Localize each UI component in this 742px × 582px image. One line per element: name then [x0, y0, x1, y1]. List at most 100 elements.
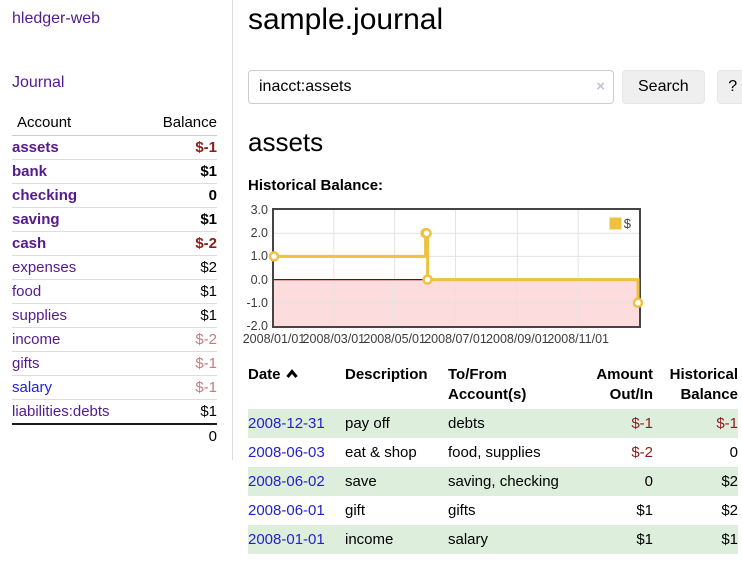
account-link[interactable]: food: [12, 283, 42, 300]
transaction-accounts: saving, checking: [448, 473, 559, 490]
account-row: expenses $2: [12, 256, 217, 280]
transaction-row: 2008-06-01 gift gifts $1 $2: [248, 496, 738, 525]
account-balance: 0: [208, 187, 217, 204]
account-link[interactable]: supplies: [12, 307, 68, 324]
transaction-row: 2008-12-31 pay off debts $-1 $-1: [248, 409, 738, 438]
transaction-accounts: food, supplies: [448, 444, 541, 461]
account-link[interactable]: gifts: [12, 355, 40, 372]
account-row: supplies $1: [12, 304, 217, 328]
account-row: bank $1: [12, 160, 217, 184]
y-axis-tick-label: 1.0: [250, 249, 268, 264]
account-link[interactable]: expenses: [12, 259, 77, 276]
search-bar: × Search ?: [248, 70, 742, 104]
account-row: gifts $-1: [12, 352, 217, 376]
account-link[interactable]: liabilities:debts: [12, 403, 110, 420]
chart-canvas: [268, 210, 644, 326]
transaction-description: gift: [345, 502, 366, 519]
account-balance: $1: [200, 163, 217, 180]
help-button[interactable]: ?: [716, 70, 742, 104]
account-row: cash $-2: [12, 232, 217, 256]
transaction-balance: $2: [721, 502, 738, 519]
y-axis-tick-label: 3.0: [250, 203, 268, 217]
sidebar-item-journal[interactable]: Journal: [12, 74, 65, 91]
historical-balance-chart: $ 3.0 2.0 1.0 0.0 -1.0 -2.0 2008/01/01 2008/03/…: [243, 203, 742, 346]
chart-plot-area: $: [268, 208, 644, 328]
col-header-description: Description: [345, 366, 428, 383]
col-header-date[interactable]: Date: [248, 363, 345, 409]
account-link[interactable]: income: [12, 331, 61, 348]
sidebar: hledger-web Journal Account Balance asse…: [0, 0, 233, 460]
transaction-balance: $-1: [716, 415, 738, 432]
account-balance: $1: [200, 307, 217, 324]
transactions-header-row: Date Description To/From Account(s) Amou…: [248, 363, 738, 409]
transaction-accounts: salary: [448, 531, 489, 548]
accounts-total-row: 0: [12, 424, 217, 448]
accounts-header-balance: Balance: [162, 114, 217, 131]
y-axis-tick-label: -2.0: [246, 319, 268, 333]
transaction-date-link[interactable]: 2008-06-02: [248, 473, 325, 490]
account-balance: $-2: [195, 235, 217, 252]
account-balance: $-1: [195, 355, 217, 372]
transaction-amount: $1: [636, 502, 653, 519]
main-content: sample.journal × Search ? assets Histori…: [233, 0, 742, 554]
account-row: liabilities:debts $1: [12, 400, 217, 425]
account-balance: $-1: [195, 139, 217, 156]
legend-swatch-icon: [608, 217, 622, 230]
chart-title: Historical Balance:: [248, 177, 384, 194]
accounts-total-balance: 0: [208, 428, 217, 445]
y-axis-tick-label: 0.0: [250, 272, 268, 287]
account-link[interactable]: checking: [12, 187, 78, 204]
search-input[interactable]: [248, 70, 614, 104]
transaction-description: income: [345, 531, 394, 548]
legend-label: $: [623, 216, 631, 231]
account-balance: $1: [200, 211, 217, 228]
transaction-date-link[interactable]: 2008-12-31: [248, 415, 325, 432]
transaction-description: pay off: [345, 415, 390, 432]
account-balance: $-2: [195, 331, 217, 348]
transaction-amount: 0: [644, 473, 653, 490]
y-axis-tick-label: -1.0: [246, 295, 268, 310]
transaction-balance: $2: [721, 473, 738, 490]
account-heading: assets: [248, 127, 324, 157]
col-header-balance: Historical Balance: [669, 366, 738, 403]
account-link[interactable]: bank: [12, 163, 48, 180]
search-button[interactable]: Search: [622, 70, 705, 104]
brand-link[interactable]: hledger-web: [12, 10, 101, 27]
account-balance: $1: [200, 283, 217, 300]
x-axis-tick-label: 2008/01/01: [242, 332, 306, 346]
transaction-amount: $-2: [631, 444, 653, 461]
chart-legend: $: [606, 215, 633, 232]
x-axis-tick-label: 2008/09/01: [486, 332, 549, 346]
transaction-row: 2008-06-03 eat & shop food, supplies $-2 0: [248, 438, 738, 467]
transaction-row: 2008-01-01 income salary $1 $1: [248, 525, 738, 554]
account-row: food $1: [12, 280, 217, 304]
transaction-accounts: gifts: [448, 502, 476, 519]
y-axis-tick-label: 2.0: [250, 226, 268, 241]
transaction-date-link[interactable]: 2008-06-03: [248, 444, 325, 461]
transactions-table: Date Description To/From Account(s) Amou…: [248, 363, 738, 554]
accounts-table-header-row: Account Balance: [12, 111, 217, 136]
clear-search-icon[interactable]: ×: [596, 78, 605, 95]
account-row: salary $-1: [12, 376, 217, 400]
transaction-amount: $1: [636, 531, 653, 548]
account-link[interactable]: saving: [12, 211, 60, 228]
transaction-balance: $1: [721, 531, 738, 548]
account-link[interactable]: cash: [12, 235, 47, 252]
account-balance: $-1: [195, 379, 217, 396]
x-axis-tick-label: 2008/07/01: [424, 332, 487, 346]
account-link[interactable]: salary: [12, 379, 53, 396]
transaction-date-link[interactable]: 2008-06-01: [248, 502, 325, 519]
transaction-row: 2008-06-02 save saving, checking 0 $2: [248, 467, 738, 496]
transaction-accounts: debts: [448, 415, 485, 432]
transaction-balance: 0: [729, 444, 738, 461]
col-header-amount: Amount Out/In: [596, 366, 653, 403]
col-header-accounts: To/From Account(s): [448, 366, 527, 403]
transaction-amount: $-1: [631, 415, 653, 432]
page-title: sample.journal: [248, 3, 444, 36]
account-link[interactable]: assets: [12, 139, 59, 156]
accounts-header-account: Account: [17, 114, 72, 131]
transaction-description: eat & shop: [345, 444, 417, 461]
x-axis-tick-label: 2008/05/01: [363, 332, 426, 346]
transaction-date-link[interactable]: 2008-01-01: [248, 531, 325, 548]
sort-ascending-icon: [285, 365, 299, 385]
